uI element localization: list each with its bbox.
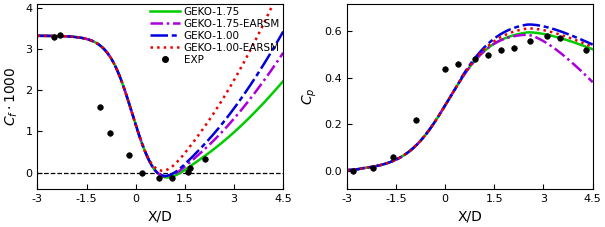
EXP — [57, 33, 64, 36]
EXP — [106, 132, 113, 135]
GEKO-1.75 — [219, 141, 226, 143]
GEKO-1.00 — [162, 175, 169, 177]
GEKO-1.00-EARSM — [219, 98, 226, 100]
GEKO-1.00-EARSM — [198, 129, 206, 132]
EXP — [155, 176, 162, 179]
EXP — [168, 177, 175, 180]
GEKO-1.00 — [280, 30, 287, 33]
Line: GEKO-1.00-EARSM: GEKO-1.00-EARSM — [38, 0, 283, 171]
Legend: GEKO-1.75, GEKO-1.75-EARSM, GEKO-1.00, GEKO-1.00-EARSM, EXP: GEKO-1.75, GEKO-1.75-EARSM, GEKO-1.00, G… — [148, 5, 282, 67]
GEKO-1.00 — [198, 146, 206, 148]
EXP — [201, 158, 208, 161]
Line: GEKO-1.00: GEKO-1.00 — [38, 32, 283, 176]
Y-axis label: $C_f \cdot 1000$: $C_f \cdot 1000$ — [4, 67, 20, 126]
GEKO-1.75 — [164, 176, 171, 179]
GEKO-1.00 — [97, 44, 104, 47]
GEKO-1.75 — [77, 36, 85, 39]
GEKO-1.75 — [34, 35, 41, 37]
GEKO-1.00 — [34, 35, 41, 37]
EXP — [186, 166, 194, 169]
X-axis label: X/D: X/D — [457, 210, 482, 224]
Line: GEKO-1.75-EARSM: GEKO-1.75-EARSM — [38, 36, 283, 177]
GEKO-1.00 — [219, 121, 226, 124]
EXP — [139, 171, 146, 174]
GEKO-1.75 — [280, 80, 287, 82]
EXP — [50, 35, 57, 38]
GEKO-1.75 — [179, 170, 186, 173]
GEKO-1.75-EARSM — [219, 130, 226, 132]
GEKO-1.75-EARSM — [34, 35, 41, 37]
GEKO-1.00-EARSM — [77, 36, 85, 39]
EXP — [185, 170, 192, 173]
GEKO-1.75-EARSM — [280, 52, 287, 54]
GEKO-1.75 — [97, 44, 104, 47]
GEKO-1.00 — [77, 36, 85, 39]
GEKO-1.00 — [145, 158, 152, 161]
GEKO-1.00-EARSM — [34, 35, 41, 37]
Line: GEKO-1.75: GEKO-1.75 — [38, 36, 283, 178]
GEKO-1.75-EARSM — [179, 167, 186, 170]
GEKO-1.75-EARSM — [77, 36, 85, 39]
GEKO-1.00 — [179, 165, 186, 168]
EXP — [96, 105, 103, 108]
X-axis label: X/D: X/D — [148, 210, 173, 224]
GEKO-1.00-EARSM — [145, 158, 152, 160]
EXP — [126, 154, 133, 157]
GEKO-1.00-EARSM — [159, 169, 166, 172]
GEKO-1.75-EARSM — [163, 175, 170, 178]
GEKO-1.75-EARSM — [198, 150, 206, 153]
GEKO-1.75-EARSM — [145, 158, 152, 161]
Line: EXP: EXP — [51, 32, 208, 181]
GEKO-1.00-EARSM — [97, 44, 104, 47]
Y-axis label: $C_p$: $C_p$ — [301, 88, 319, 105]
GEKO-1.75 — [198, 157, 206, 159]
GEKO-1.00-EARSM — [179, 154, 186, 157]
GEKO-1.75 — [145, 158, 152, 161]
GEKO-1.75-EARSM — [97, 44, 104, 47]
